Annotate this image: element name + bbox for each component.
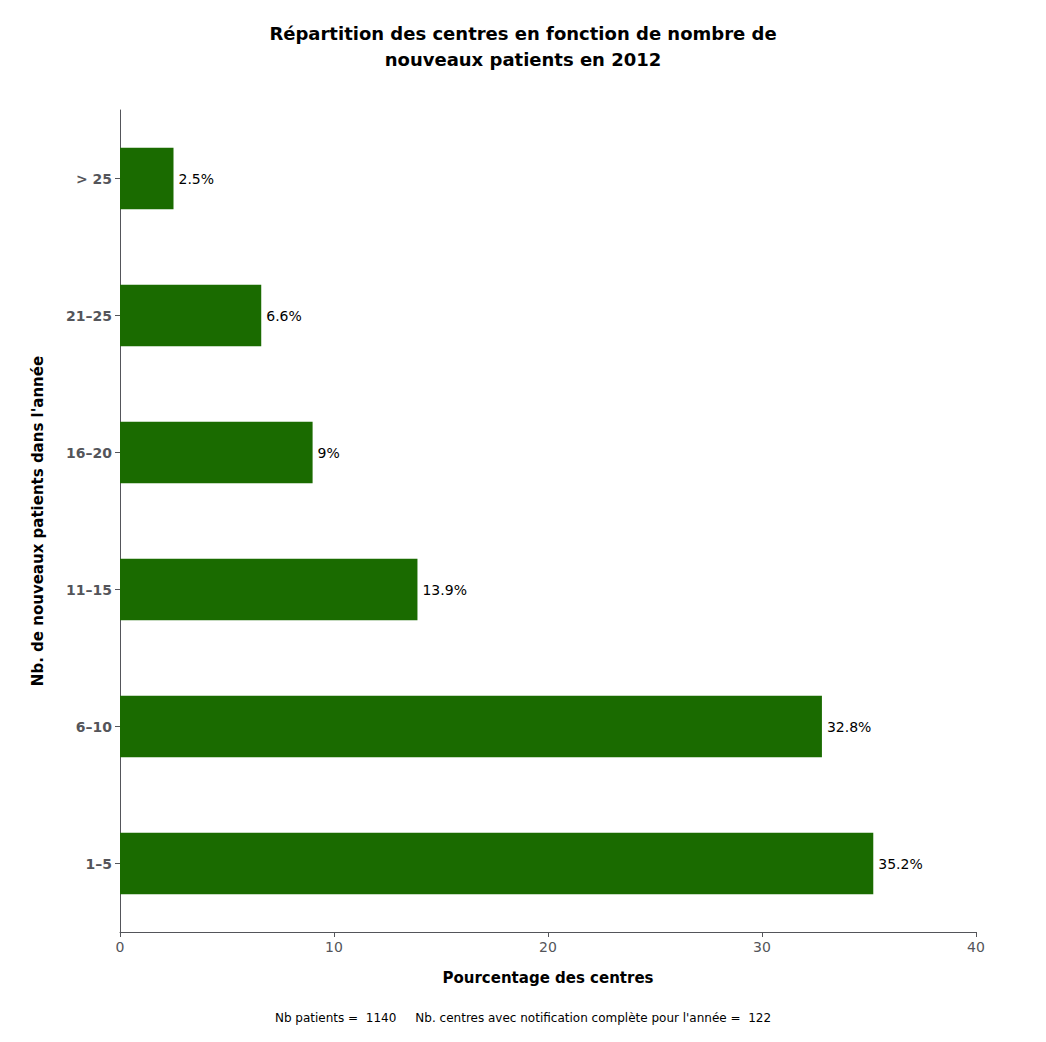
svg-text:6–10: 6–10 [76, 719, 112, 735]
svg-text:Nb. de nouveaux patients dans: Nb. de nouveaux patients dans l'année [29, 356, 47, 686]
svg-text:32.8%: 32.8% [827, 719, 871, 735]
svg-text:30: 30 [753, 939, 771, 955]
svg-text:1–5: 1–5 [86, 856, 112, 872]
svg-text:10: 10 [325, 939, 343, 955]
svg-text:Pourcentage des centres: Pourcentage des centres [442, 969, 653, 987]
svg-text:35.2%: 35.2% [878, 856, 922, 872]
svg-text:nouveaux patients en 2012: nouveaux patients en 2012 [385, 49, 662, 70]
svg-text:11–15: 11–15 [66, 582, 112, 598]
svg-text:9%: 9% [318, 445, 340, 461]
svg-text:20: 20 [539, 939, 557, 955]
svg-text:2.5%: 2.5% [179, 171, 215, 187]
svg-text:6.6%: 6.6% [266, 308, 302, 324]
svg-text:Répartition des centres en fon: Répartition des centres en fonction de n… [269, 23, 776, 44]
svg-text:> 25: > 25 [76, 171, 112, 187]
svg-text:Nb patients = 1140 Nb. ce: Nb patients = 1140 Nb. centres avec noti… [275, 1011, 771, 1025]
svg-text:16–20: 16–20 [66, 445, 112, 461]
svg-text:13.9%: 13.9% [422, 582, 466, 598]
svg-text:21–25: 21–25 [66, 308, 112, 324]
svg-text:0: 0 [116, 939, 125, 955]
svg-text:40: 40 [967, 939, 985, 955]
